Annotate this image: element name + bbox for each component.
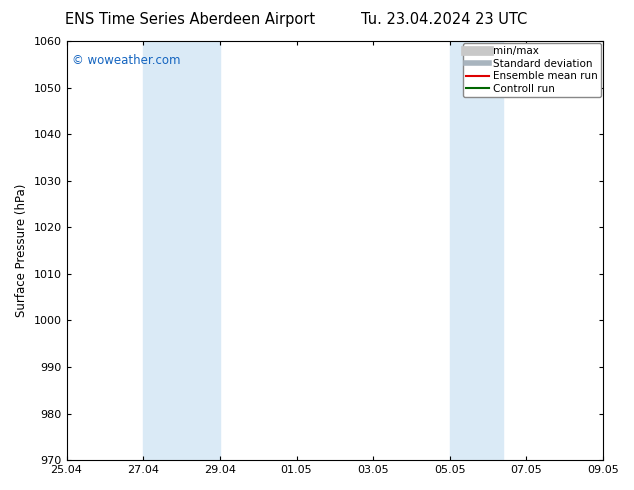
Text: © woweather.com: © woweather.com	[72, 53, 181, 67]
Y-axis label: Surface Pressure (hPa): Surface Pressure (hPa)	[15, 184, 28, 318]
Text: Tu. 23.04.2024 23 UTC: Tu. 23.04.2024 23 UTC	[361, 12, 527, 27]
Bar	[450, 41, 503, 460]
Legend: min/max, Standard deviation, Ensemble mean run, Controll run: min/max, Standard deviation, Ensemble me…	[463, 43, 601, 97]
Bar	[143, 41, 220, 460]
Text: ENS Time Series Aberdeen Airport: ENS Time Series Aberdeen Airport	[65, 12, 315, 27]
